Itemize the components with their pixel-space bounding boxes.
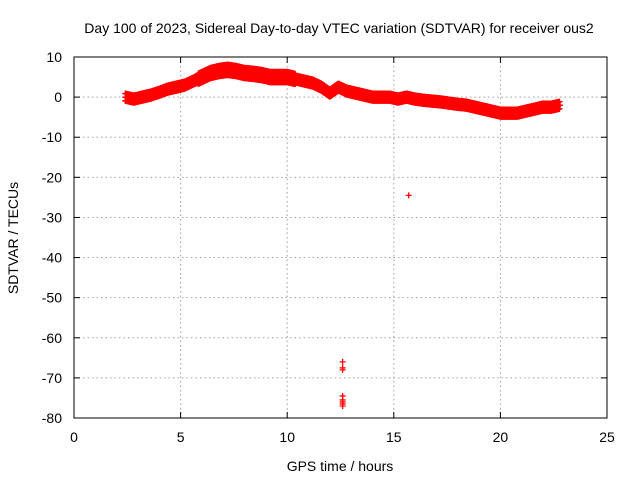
y-tick-label: -40 (42, 250, 62, 266)
y-tick-label: -60 (42, 330, 62, 346)
y-tick-label: -20 (42, 169, 62, 185)
outlier-point (339, 366, 346, 373)
x-tick-label: 0 (70, 429, 78, 445)
plot-frame (73, 56, 608, 419)
data-point (557, 102, 564, 109)
y-axis-label: SDTVAR / TECUs (5, 182, 21, 294)
outlier-point (405, 192, 412, 199)
y-tick-label: 10 (46, 49, 62, 65)
y-tick-label: -70 (42, 370, 62, 386)
x-tick-label: 10 (279, 429, 295, 445)
y-tick-label: -50 (42, 290, 62, 306)
grid (74, 57, 607, 418)
y-tick-label: -30 (42, 209, 62, 225)
x-axis-label: GPS time / hours (287, 458, 394, 474)
y-tick-label: -10 (42, 129, 62, 145)
x-tick-label: 5 (177, 429, 185, 445)
data-points (122, 61, 564, 409)
y-tick-label: -80 (42, 410, 62, 426)
axis-ticks: 0 5 10 15 20 25 10 0 -10 -20 -30 -40 -50 -60 -70 -80 (42, 49, 615, 445)
x-tick-label: 15 (386, 429, 402, 445)
x-tick-label: 20 (493, 429, 509, 445)
outlier-point (339, 358, 346, 365)
x-tick-label: 25 (599, 429, 615, 445)
chart-title: Day 100 of 2023, Sidereal Day-to-day VTE… (84, 20, 594, 36)
y-tick-label: 0 (54, 89, 62, 105)
outlier-point (339, 402, 346, 409)
